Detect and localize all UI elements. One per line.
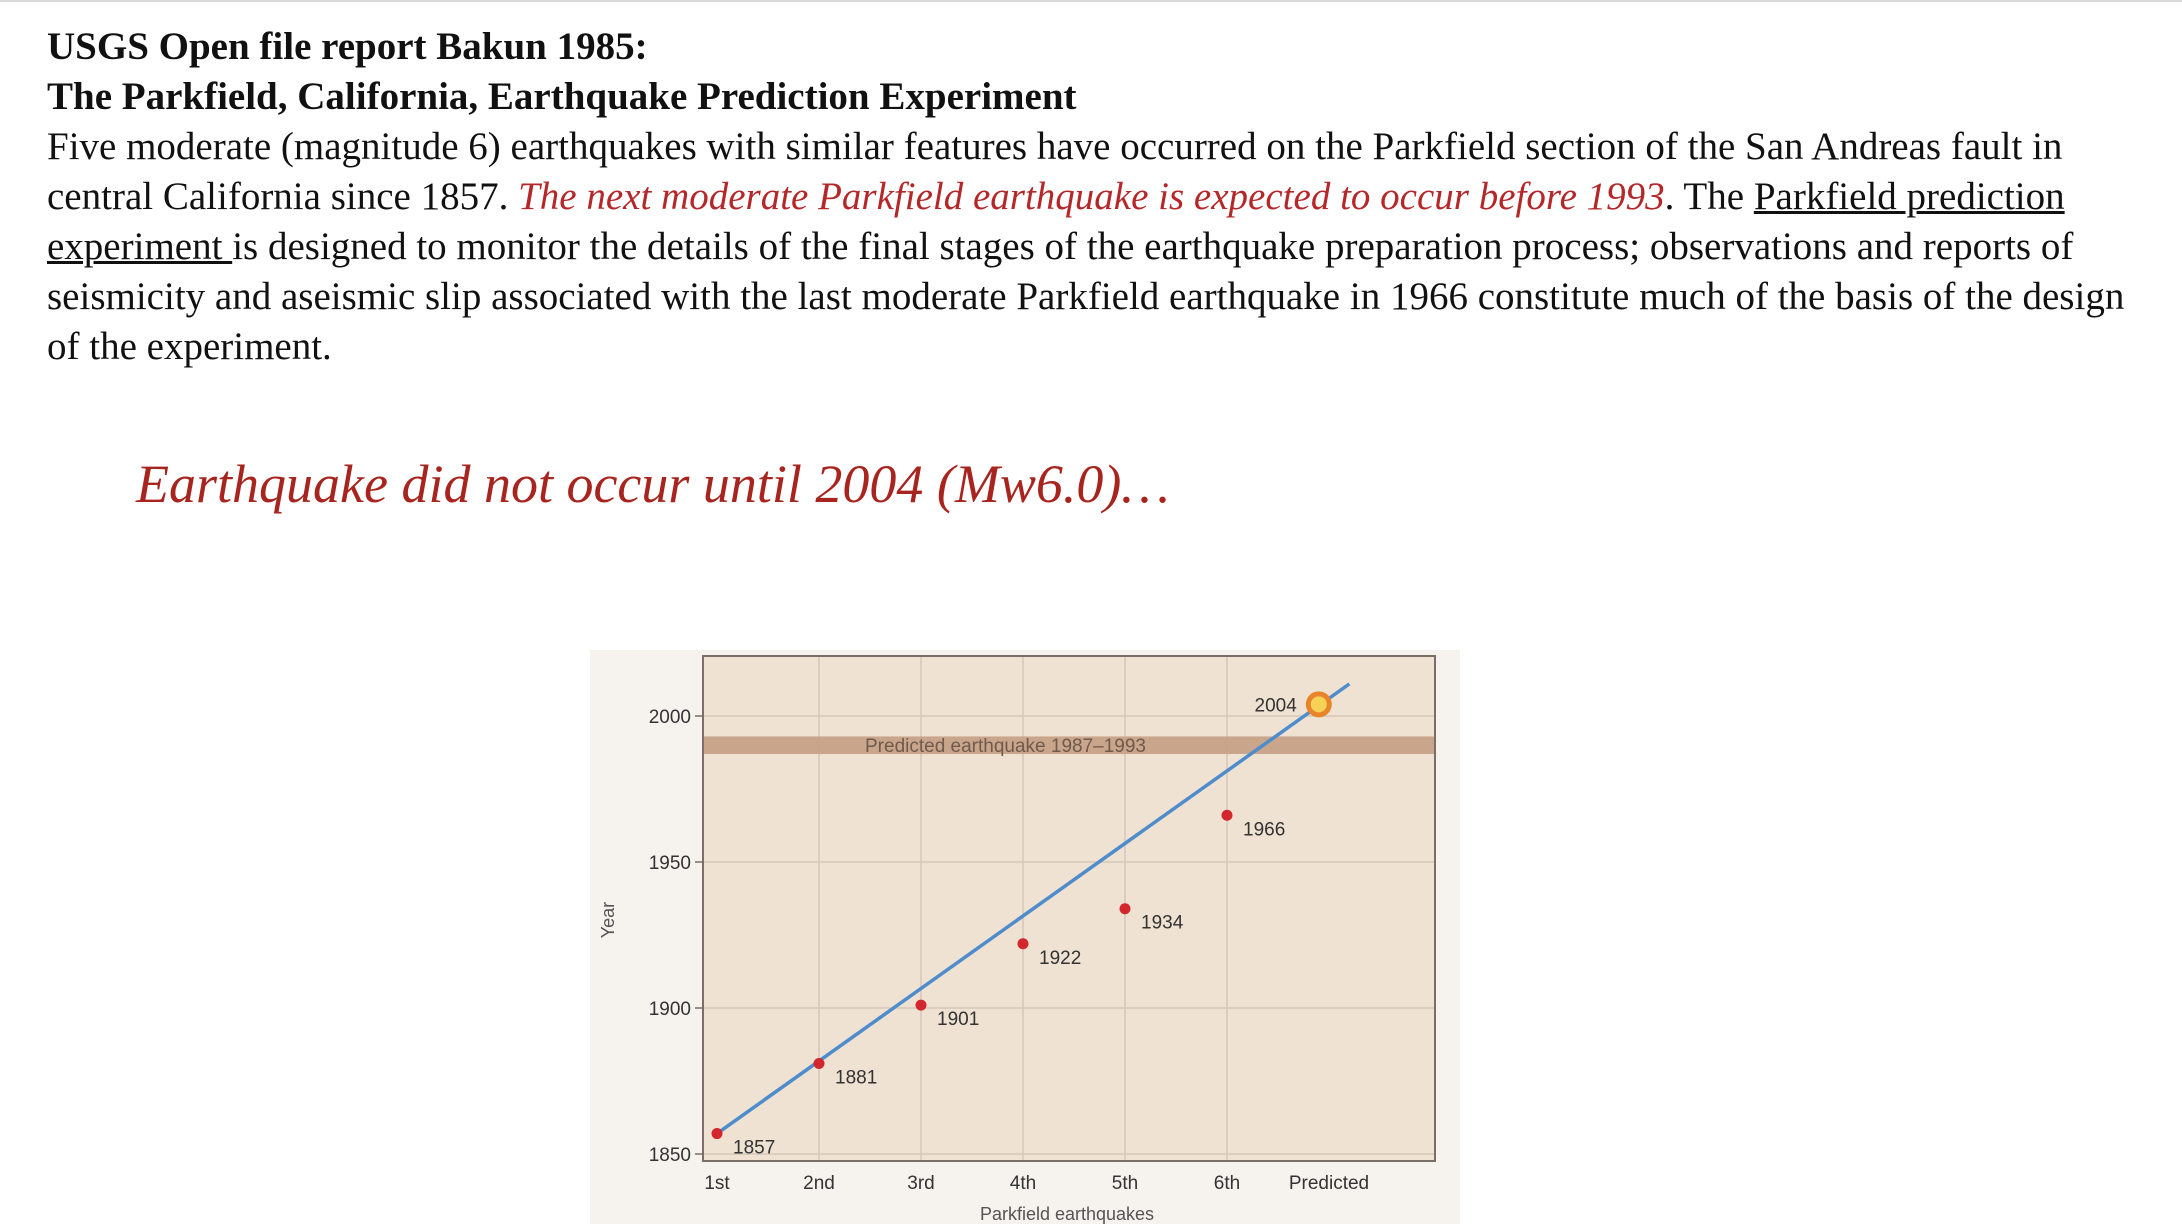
y-tick-label: 1850 xyxy=(649,1145,691,1166)
data-point-label: 1966 xyxy=(1243,819,1285,840)
abstract-text-2: . The xyxy=(1664,175,1754,218)
trend-line xyxy=(715,682,1351,1135)
report-abstract: Five moderate (magnitude 6) earthquakes … xyxy=(47,122,2147,372)
prediction-experiment-link[interactable]: Parkfield prediction experiment xyxy=(47,175,2065,268)
report-header: USGS Open file report Bakun 1985: The Pa… xyxy=(47,22,2147,372)
report-title: USGS Open file report Bakun 1985: xyxy=(47,25,648,68)
x-axis-label: Parkfield earthquakes xyxy=(980,1204,1154,1224)
data-point xyxy=(813,1057,825,1069)
x-tick-label: 1st xyxy=(704,1173,730,1194)
x-tick-label: Predicted xyxy=(1289,1173,1369,1194)
x-axis-ticks: 1st 2nd 3rd 4th 5th 6th Predicted xyxy=(704,1173,1369,1194)
data-point-label: 1881 xyxy=(835,1067,877,1088)
x-tick-label: 6th xyxy=(1214,1173,1240,1194)
x-tick-label: 5th xyxy=(1112,1173,1138,1194)
data-point xyxy=(1119,903,1131,915)
predicted-band-label: Predicted earthquake 1987–1993 xyxy=(865,736,1146,757)
plot-frame xyxy=(702,655,1436,1162)
parkfield-chart: Predicted earthquake 1987–1993 185718811… xyxy=(590,650,1460,1224)
prediction-statement: The next moderate Parkfield earthquake i… xyxy=(518,175,1665,218)
data-point-label: 1901 xyxy=(937,1009,979,1030)
y-axis-ticks: 1850 1900 1950 2000 xyxy=(649,707,703,1166)
data-points: 1857 1881 1901 1922 1934 1966 xyxy=(711,809,1285,1159)
plot-area xyxy=(703,656,1435,1161)
abstract-text-1: Five moderate (magnitude 6) earthquakes … xyxy=(47,125,2063,218)
y-tick-label: 1950 xyxy=(649,853,691,874)
data-point-label: 1922 xyxy=(1039,948,1081,969)
abstract-text-3: is designed to monitor the details of th… xyxy=(47,225,2125,368)
x-tick-label: 4th xyxy=(1010,1173,1036,1194)
y-axis-label: Year xyxy=(598,902,618,938)
y-tick-label: 2000 xyxy=(649,707,691,728)
data-point xyxy=(915,999,927,1011)
actual-event-label: 2004 xyxy=(1255,695,1298,716)
data-point-label: 1934 xyxy=(1141,913,1184,934)
actual-event-marker-core xyxy=(1310,696,1327,713)
y-tick-label: 1900 xyxy=(649,999,691,1020)
report-subtitle: The Parkfield, California, Earthquake Pr… xyxy=(47,75,1077,118)
x-tick-label: 2nd xyxy=(803,1173,835,1194)
top-divider xyxy=(0,0,2182,2)
data-point xyxy=(1017,938,1029,950)
data-point xyxy=(711,1128,723,1140)
x-tick-label: 3rd xyxy=(907,1173,934,1194)
data-point-label: 1857 xyxy=(733,1138,775,1159)
callout-note: Earthquake did not occur until 2004 (Mw6… xyxy=(136,454,1170,514)
data-point xyxy=(1221,809,1233,821)
predicted-band xyxy=(703,736,1435,754)
